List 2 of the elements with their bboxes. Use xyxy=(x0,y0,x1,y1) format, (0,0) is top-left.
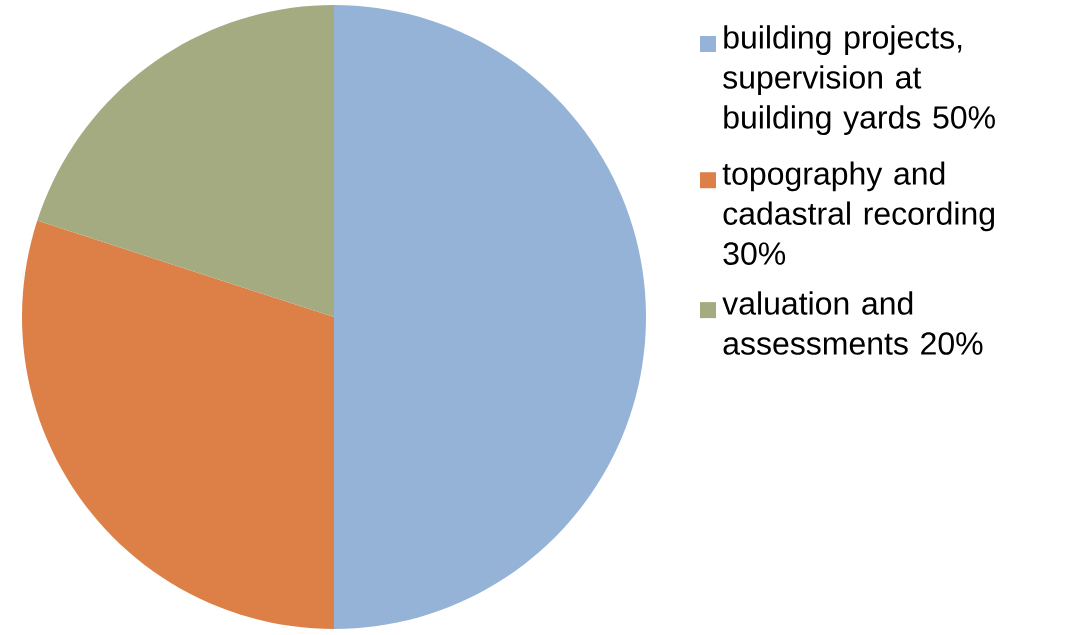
legend-label: valuation and assessments 20% xyxy=(722,291,983,355)
legend-label: building projects, supervision at building yards 50% xyxy=(723,25,995,136)
